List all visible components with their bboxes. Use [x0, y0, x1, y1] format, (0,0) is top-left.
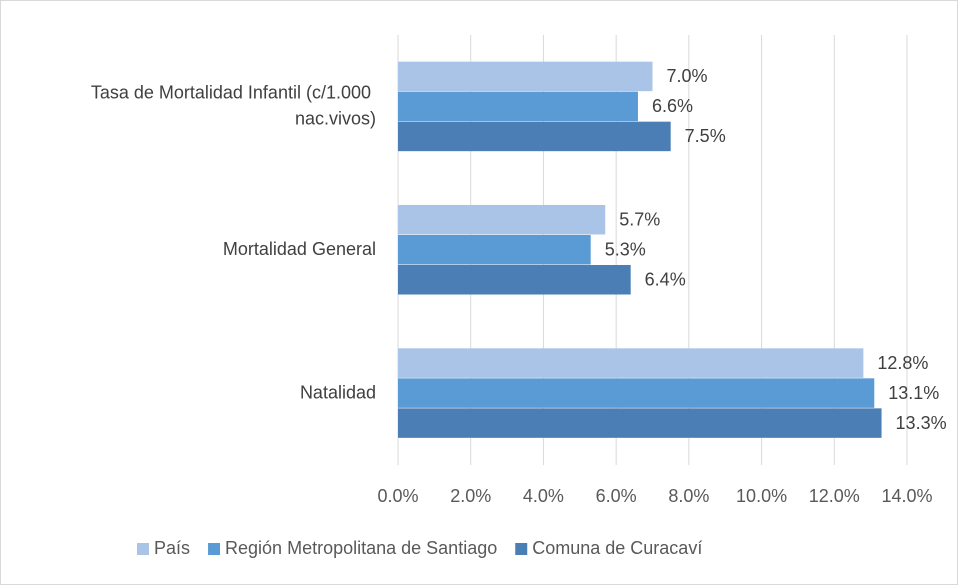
bar	[398, 61, 653, 92]
bar	[398, 205, 606, 235]
bar	[398, 378, 875, 408]
y-tick-label: Mortalidad General	[223, 239, 376, 259]
legend-swatch	[137, 543, 149, 555]
data-label: 7.5%	[685, 126, 726, 146]
bar	[398, 265, 631, 295]
y-tick-label: Natalidad	[300, 382, 376, 402]
data-label: 12.8%	[877, 353, 928, 373]
x-tick-label: 10.0%	[736, 486, 787, 506]
x-tick-label: 0.0%	[377, 486, 418, 506]
data-label: 13.1%	[888, 383, 939, 403]
legend-label: País	[154, 538, 190, 558]
legend-swatch	[208, 543, 221, 555]
bar	[398, 121, 671, 152]
x-tick-label: 14.0%	[881, 486, 932, 506]
x-tick-label: 6.0%	[596, 486, 637, 506]
legend-swatch	[515, 543, 528, 555]
x-tick-label: 8.0%	[668, 486, 709, 506]
legend-label: Comuna de Curacaví	[532, 538, 702, 558]
data-label: 6.4%	[645, 270, 686, 290]
bar	[398, 91, 638, 122]
data-label: 13.3%	[896, 413, 947, 433]
data-label: 6.6%	[652, 96, 693, 116]
y-tick-label: Tasa de Mortalidad Infantil (c/1.000 nac…	[91, 82, 376, 128]
data-label: 5.7%	[619, 210, 660, 230]
x-tick-label: 2.0%	[450, 486, 491, 506]
data-label: 7.0%	[667, 66, 708, 86]
bar	[398, 348, 864, 378]
data-label: 5.3%	[605, 240, 646, 260]
bar	[398, 235, 591, 265]
x-tick-label: 4.0%	[523, 486, 564, 506]
x-tick-label: 12.0%	[809, 486, 860, 506]
bar	[398, 408, 882, 438]
legend-label: Región Metropolitana de Santiago	[225, 538, 497, 558]
